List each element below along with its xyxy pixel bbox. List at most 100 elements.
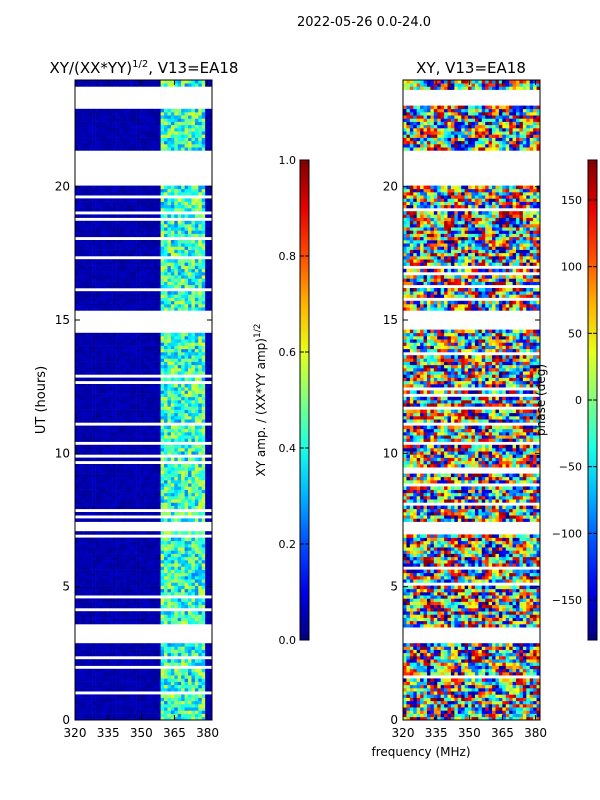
heatmap-cell [98, 601, 103, 606]
heatmap-cell [81, 489, 86, 494]
heatmap-cell [150, 550, 155, 554]
heatmap-cell [205, 272, 209, 276]
heatmap-cell [140, 710, 144, 714]
heatmap-cell [88, 470, 93, 474]
heatmap-cell [157, 700, 161, 705]
heatmap-cell [116, 259, 120, 263]
heatmap-cell [160, 425, 165, 430]
heatmap-cell [143, 352, 148, 356]
heatmap-cell [191, 230, 196, 234]
heatmap-cell [129, 553, 134, 558]
heatmap-cell [157, 483, 161, 487]
heatmap-cell [208, 556, 213, 561]
heatmap-cell [167, 294, 172, 298]
heatmap-cell [109, 611, 113, 615]
heatmap-cell [164, 368, 168, 372]
heatmap-cell [102, 291, 107, 295]
heatmap-cell [126, 393, 131, 398]
heatmap-cell [153, 480, 158, 484]
heatmap-cell [194, 220, 199, 225]
heatmap-cell [174, 576, 179, 580]
heatmap-cell [170, 470, 175, 474]
heatmap-cell [198, 233, 203, 238]
heatmap-cell [181, 675, 185, 679]
heatmap-cell [78, 390, 83, 394]
heatmap-cell [143, 246, 148, 250]
heatmap-cell [129, 249, 134, 254]
heatmap-cell [85, 457, 89, 462]
heatmap-cell [88, 688, 93, 692]
heatmap-cell [109, 678, 113, 682]
heatmap-cell [98, 409, 103, 414]
heatmap-cell [177, 646, 182, 650]
heatmap-cell [122, 457, 127, 462]
heatmap-cell [208, 588, 213, 593]
heatmap-cell [109, 704, 113, 708]
heatmap-cell [98, 336, 103, 340]
heatmap-cell [208, 566, 213, 570]
heatmap-cell [170, 572, 175, 577]
heatmap-cell [140, 704, 144, 708]
heatmap-cell [102, 601, 107, 606]
heatmap-cell [78, 352, 83, 356]
heatmap-cell [133, 563, 137, 567]
heatmap-cell [102, 499, 107, 503]
heatmap-cell [188, 444, 192, 449]
heatmap-cell [184, 387, 189, 391]
heatmap-cell [205, 662, 209, 666]
heatmap-cell [164, 467, 168, 471]
heatmap-cell [116, 512, 120, 516]
heatmap-cell [150, 464, 155, 468]
heatmap-cell [205, 377, 209, 382]
heatmap-cell [95, 272, 100, 276]
heatmap-cell [98, 438, 103, 442]
heatmap-cell [191, 233, 196, 238]
heatmap-cell [75, 400, 79, 404]
heatmap-cell [81, 563, 86, 567]
heatmap-cell [174, 470, 179, 474]
heatmap-cell [116, 294, 120, 298]
heatmap-cell [119, 259, 124, 263]
heatmap-cell [126, 620, 131, 625]
heatmap-cell [170, 688, 175, 692]
heatmap-cell [105, 553, 110, 558]
heatmap-cell [170, 265, 175, 270]
heatmap-cell [105, 412, 110, 417]
heatmap-cell [129, 262, 134, 266]
heatmap-cell [167, 652, 172, 657]
heatmap-cell [194, 403, 199, 407]
heatmap-cell [170, 252, 175, 257]
heatmap-cell [170, 416, 175, 420]
heatmap-cell [75, 681, 79, 686]
heatmap-cell [184, 716, 189, 721]
heatmap-cell [85, 304, 89, 308]
heatmap-cell [164, 483, 168, 487]
heatmap-cell [153, 486, 158, 490]
heatmap-cell [208, 230, 213, 234]
heatmap-cell [105, 246, 110, 250]
heatmap-cell [105, 470, 110, 474]
heatmap-cell [75, 611, 79, 615]
heatmap-cell [160, 531, 165, 535]
heatmap-cell [143, 265, 148, 270]
heatmap-cell [201, 220, 206, 225]
heatmap-cell [75, 214, 79, 218]
heatmap-cell [181, 537, 185, 542]
heatmap-cell [153, 220, 158, 225]
heatmap-cell [98, 294, 103, 298]
heatmap-cell [122, 220, 127, 225]
heatmap-cell [112, 428, 117, 433]
heatmap-cell [129, 617, 134, 622]
heatmap-cell [181, 294, 185, 298]
heatmap-cell [112, 531, 117, 535]
heatmap-cell [81, 678, 86, 682]
heatmap-cell [164, 432, 168, 436]
heatmap-cell [205, 585, 209, 590]
heatmap-cell [109, 512, 113, 516]
heatmap-cell [140, 716, 144, 721]
heatmap-cell [146, 643, 151, 647]
heatmap-cell [129, 592, 134, 596]
heatmap-cell [78, 336, 83, 340]
heatmap-cell [181, 265, 185, 270]
heatmap-cell [112, 473, 117, 478]
